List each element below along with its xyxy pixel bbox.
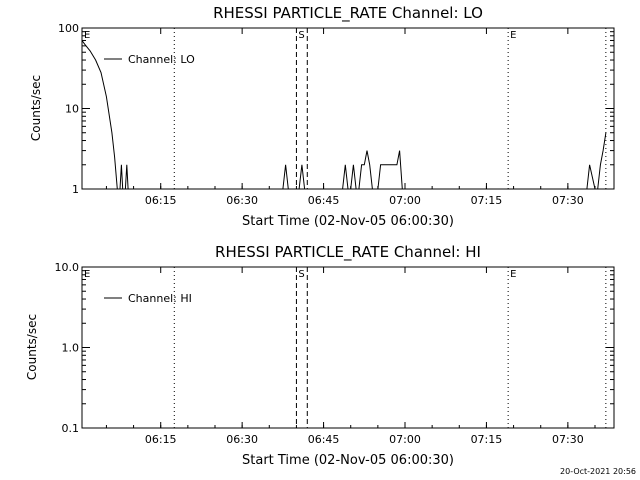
hi-x-tick-label-5: 07:30 xyxy=(552,433,584,446)
lo-series-segment-0-1 xyxy=(119,164,124,190)
footer-timestamp: 20-Oct-2021 20:56 xyxy=(560,467,636,476)
hi-x-tick-label-1: 06:30 xyxy=(226,433,258,446)
lo-series-segment-0-8 xyxy=(377,150,403,190)
hi-y-axis-label: Counts/sec xyxy=(25,314,39,380)
lo-series-segment-0-0 xyxy=(81,40,118,190)
lo-x-tick-label-3: 07:00 xyxy=(389,194,421,207)
lo-x-tick-label-1: 06:30 xyxy=(226,194,258,207)
hi-legend-label: Channel: HI xyxy=(128,292,192,305)
hi-x-tick-label-4: 07:15 xyxy=(471,433,503,446)
lo-x-axis-label: Start Time (02-Nov-05 06:00:30) xyxy=(242,214,454,229)
lo-legend-label: Channel: LO xyxy=(128,53,195,66)
lo-x-ticks: 06:15 06:30 06:45 07:00 07:15 07:30 xyxy=(105,28,596,207)
lo-x-tick-label-2: 06:45 xyxy=(308,194,340,207)
lo-marker-label-4: E xyxy=(510,30,516,41)
hi-chart-title: RHESSI PARTICLE_RATE Channel: HI xyxy=(215,243,481,262)
hi-x-axis-label: Start Time (02-Nov-05 06:00:30) xyxy=(242,453,454,468)
hi-y-tick-label-0: 0.1 xyxy=(62,422,80,435)
lo-marker-label-0: E xyxy=(84,30,90,41)
lo-chart-title: RHESSI PARTICLE_RATE Channel: LO xyxy=(213,4,483,23)
lo-x-tick-label-5: 07:30 xyxy=(552,194,584,207)
hi-channel-panel: RHESSI PARTICLE_RATE Channel: HI E S E 06:… xyxy=(25,243,615,468)
lo-series-segment-0-6 xyxy=(350,164,357,190)
lo-x-tick-label-4: 07:15 xyxy=(471,194,503,207)
lo-legend: Channel: LO xyxy=(104,53,195,66)
lo-y-axis-label: Counts/sec xyxy=(29,75,43,141)
hi-x-ticks: 06:15 06:30 06:45 07:00 07:15 07:30 xyxy=(105,267,596,446)
lo-series-segment-0-2 xyxy=(124,164,129,190)
lo-x-tick-label-0: 06:15 xyxy=(145,194,177,207)
hi-x-tick-label-3: 07:00 xyxy=(389,433,421,446)
lo-marker-label-2: S xyxy=(298,30,304,41)
lo-series-line xyxy=(81,40,607,190)
hi-legend: Channel: HI xyxy=(104,292,192,305)
lo-y-tick-label-1: 10 xyxy=(65,103,79,116)
lo-channel-panel: RHESSI PARTICLE_RATE Channel: LO E S E 06:… xyxy=(29,4,615,229)
lo-series-segment-0-10 xyxy=(597,132,607,190)
hi-marker-label-0: E xyxy=(84,269,90,280)
lo-y-tick-label-2: 100 xyxy=(58,22,79,35)
lo-y-tick-label-0: 1 xyxy=(72,183,79,196)
lo-series-segment-0-9 xyxy=(586,164,596,190)
hi-y-ticks: 0.1 1.0 10.0 xyxy=(55,261,614,435)
hi-y-tick-label-1: 1.0 xyxy=(62,342,80,355)
lo-series-segment-0-5 xyxy=(342,164,349,190)
lo-series-segment-0-3 xyxy=(282,164,289,190)
hi-y-tick-label-2: 10.0 xyxy=(55,261,80,274)
hi-x-tick-label-2: 06:45 xyxy=(308,433,340,446)
hi-marker-label-2: S xyxy=(298,269,304,280)
lo-series-segment-0-4 xyxy=(298,164,306,190)
hi-marker-label-4: E xyxy=(510,269,516,280)
hi-x-tick-label-0: 06:15 xyxy=(145,433,177,446)
lo-y-ticks: 1 10 100 xyxy=(58,22,614,196)
lo-series-segment-0-7 xyxy=(358,150,373,190)
